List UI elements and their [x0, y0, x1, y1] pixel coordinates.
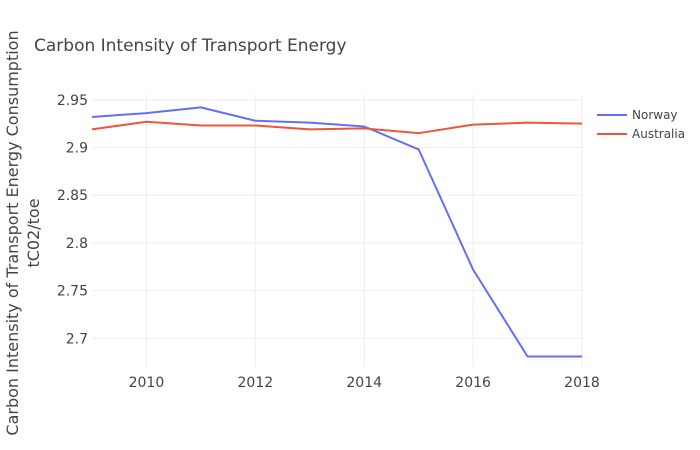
legend-label: Australia: [632, 127, 685, 141]
series-lines: [91, 106, 583, 358]
y-axis-label-line1: Carbon Intensity of Transport Energy Con…: [3, 30, 22, 435]
y-tick-label: 2.7: [66, 331, 88, 347]
y-axis-label: Carbon Intensity of Transport Energy Con…: [3, 30, 43, 435]
axis-ticks: 2.7 2.75 2.8 2.85 2.9 2.95 2010 2012 2014 2016 201…: [57, 93, 600, 391]
x-tick-label: 2018: [564, 375, 600, 391]
grid: [92, 95, 583, 367]
y-tick-label: 2.8: [66, 236, 88, 252]
y-axis-label-line2: tC02/toe: [24, 198, 43, 267]
legend-label: Norway: [632, 108, 678, 122]
x-tick-label: 2012: [238, 375, 274, 391]
x-tick-label: 2010: [129, 375, 165, 391]
series-line-australia: [91, 120, 583, 135]
x-tick-label: 2014: [346, 375, 382, 391]
y-tick-label: 2.95: [57, 93, 88, 109]
legend: Norway Australia: [597, 108, 685, 141]
y-tick-label: 2.85: [57, 188, 88, 204]
chart-title: Carbon Intensity of Transport Energy: [34, 36, 347, 56]
x-tick-label: 2016: [455, 375, 491, 391]
series-line-norway: [91, 106, 582, 358]
legend-item-norway[interactable]: Norway: [597, 108, 678, 122]
legend-item-australia[interactable]: Australia: [597, 127, 685, 141]
y-tick-label: 2.75: [57, 284, 88, 300]
y-tick-label: 2.9: [66, 140, 88, 156]
